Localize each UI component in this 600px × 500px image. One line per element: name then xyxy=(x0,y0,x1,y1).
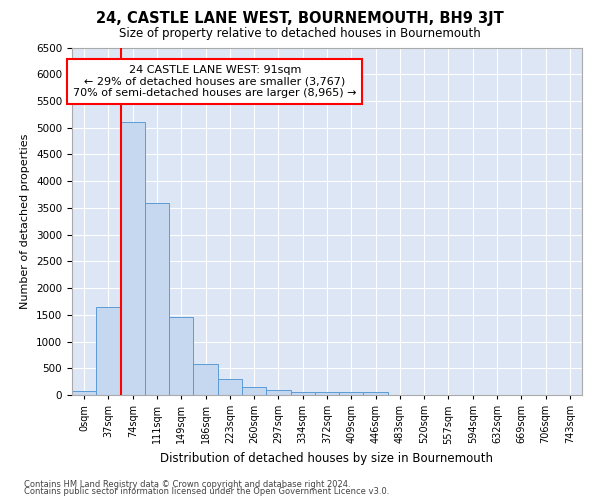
Bar xyxy=(145,202,169,395)
Bar xyxy=(121,122,145,395)
Bar xyxy=(339,392,364,395)
Y-axis label: Number of detached properties: Number of detached properties xyxy=(20,134,31,309)
Text: Size of property relative to detached houses in Bournemouth: Size of property relative to detached ho… xyxy=(119,28,481,40)
X-axis label: Distribution of detached houses by size in Bournemouth: Distribution of detached houses by size … xyxy=(161,452,493,465)
Bar xyxy=(266,390,290,395)
Bar xyxy=(242,387,266,395)
Bar xyxy=(96,307,121,395)
Bar xyxy=(315,392,339,395)
Bar xyxy=(193,364,218,395)
Text: 24, CASTLE LANE WEST, BOURNEMOUTH, BH9 3JT: 24, CASTLE LANE WEST, BOURNEMOUTH, BH9 3… xyxy=(96,11,504,26)
Bar xyxy=(218,379,242,395)
Text: 24 CASTLE LANE WEST: 91sqm
← 29% of detached houses are smaller (3,767)
70% of s: 24 CASTLE LANE WEST: 91sqm ← 29% of deta… xyxy=(73,65,356,98)
Bar xyxy=(364,392,388,395)
Bar xyxy=(72,391,96,395)
Text: Contains HM Land Registry data © Crown copyright and database right 2024.: Contains HM Land Registry data © Crown c… xyxy=(24,480,350,489)
Bar xyxy=(290,392,315,395)
Text: Contains public sector information licensed under the Open Government Licence v3: Contains public sector information licen… xyxy=(24,487,389,496)
Bar xyxy=(169,318,193,395)
